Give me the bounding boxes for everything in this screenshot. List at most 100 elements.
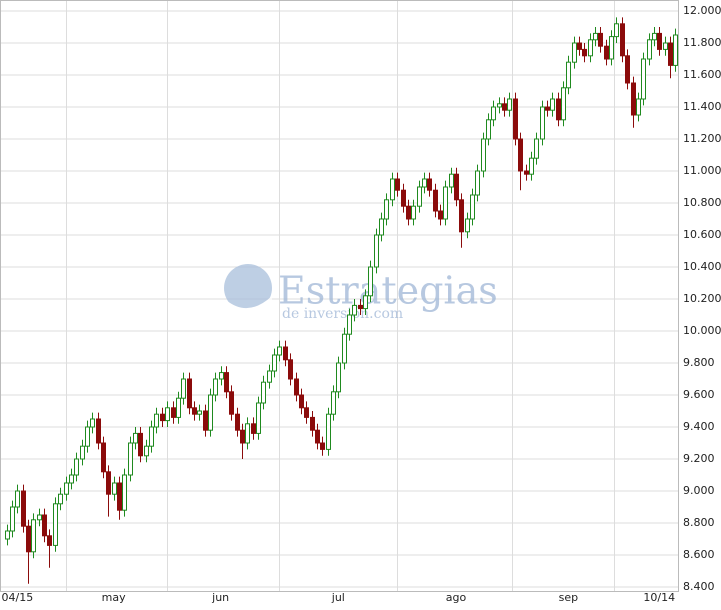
candle-body	[620, 23, 625, 57]
candle-body	[144, 445, 149, 457]
y-tick-label: 10.200	[683, 292, 721, 305]
candle-body	[21, 490, 26, 527]
axis-labels: 8.400 8.600 8.800 9.000 9.200 9.400 9.600 9.800…	[2, 4, 721, 604]
watermark-logo-cut	[226, 296, 272, 312]
candle-body	[288, 359, 293, 380]
candle-body	[219, 372, 224, 380]
candle-body	[256, 402, 261, 434]
candle-body	[224, 372, 229, 393]
candle-body	[475, 170, 480, 196]
candle-body	[491, 106, 496, 121]
candle-body	[128, 442, 133, 476]
candle-body	[433, 189, 438, 212]
candle-body	[673, 34, 678, 66]
candle-body	[31, 519, 36, 553]
candle-body	[347, 314, 352, 335]
y-tick-label: 10.400	[683, 260, 721, 273]
x-tick-label: 10/14	[643, 591, 675, 604]
candle-body	[588, 39, 593, 57]
watermark-title: Estrategias	[278, 269, 498, 313]
candle-body	[647, 39, 652, 60]
candle-body	[663, 42, 668, 50]
candle-body	[406, 205, 411, 220]
candle-body	[529, 157, 534, 175]
candle-body	[192, 407, 197, 415]
candle-body	[465, 218, 470, 233]
candle-body	[556, 98, 561, 121]
candle-body	[277, 346, 282, 356]
candle-body	[454, 173, 459, 201]
candle-body	[117, 482, 122, 511]
candle-body	[427, 178, 432, 191]
candle-body	[395, 178, 400, 191]
candle-body	[171, 407, 176, 418]
candle-body	[251, 423, 256, 434]
candle-body	[5, 530, 10, 540]
y-tick-label: 12.000	[683, 4, 721, 17]
y-tick-label: 9.200	[683, 452, 715, 465]
y-tick-label: 10.800	[683, 196, 721, 209]
y-tick-label: 11.400	[683, 100, 721, 113]
y-tick-label: 10.600	[683, 228, 721, 241]
candle-body	[187, 378, 192, 409]
x-tick-label: ago	[446, 591, 467, 604]
candle-body	[245, 423, 250, 444]
watermark-subtitle: de inversión.com	[282, 306, 403, 322]
candle-body	[507, 98, 512, 111]
candle-body	[310, 416, 315, 431]
candle-body	[534, 138, 539, 159]
candle-body	[326, 413, 331, 450]
candle-body	[358, 304, 363, 310]
candle-body	[561, 87, 566, 121]
candle-body	[614, 23, 619, 38]
candle-body	[657, 32, 662, 50]
candle-body	[401, 189, 406, 207]
candle-body	[37, 514, 42, 521]
candle-body	[106, 471, 111, 495]
candle-body	[486, 119, 491, 140]
y-tick-label: 9.800	[683, 356, 715, 369]
candle-body	[208, 394, 213, 431]
candle-body	[58, 493, 63, 505]
y-tick-label: 10.000	[683, 324, 721, 337]
candle-body	[636, 98, 641, 116]
y-tick-label: 8.800	[683, 516, 715, 529]
candle-body	[459, 199, 464, 233]
candle-body	[604, 45, 609, 60]
candle-body	[379, 218, 384, 236]
candle-body	[64, 482, 69, 495]
candle-body	[572, 42, 577, 63]
candle-body	[443, 186, 448, 220]
y-tick-label: 8.600	[683, 548, 715, 561]
candle-body	[518, 138, 523, 172]
candle-body	[609, 36, 614, 60]
y-tick-label: 11.200	[683, 132, 721, 145]
y-tick-label: 11.000	[683, 164, 721, 177]
candle-body	[299, 394, 304, 409]
candle-body	[101, 442, 106, 473]
candle-body	[85, 426, 90, 447]
candle-body	[524, 170, 529, 175]
candle-body	[160, 413, 165, 422]
candle-body	[320, 442, 325, 450]
y-tick-label: 9.600	[683, 388, 715, 401]
candle-body	[213, 378, 218, 396]
candle-body	[545, 106, 550, 111]
candle-body	[384, 199, 389, 220]
x-tick-label: 04/15	[2, 591, 34, 604]
candle-body	[438, 210, 443, 220]
candle-body	[342, 333, 347, 364]
candle-body	[154, 413, 159, 428]
candle-body	[272, 354, 277, 372]
candle-body	[411, 205, 416, 220]
y-tick-label: 9.000	[683, 484, 715, 497]
candle-body	[96, 418, 101, 444]
candle-body	[90, 418, 95, 428]
candle-body	[283, 346, 288, 361]
candle-body	[74, 458, 79, 476]
candle-body	[149, 426, 154, 447]
candle-body	[502, 103, 507, 111]
candle-body	[315, 429, 320, 444]
